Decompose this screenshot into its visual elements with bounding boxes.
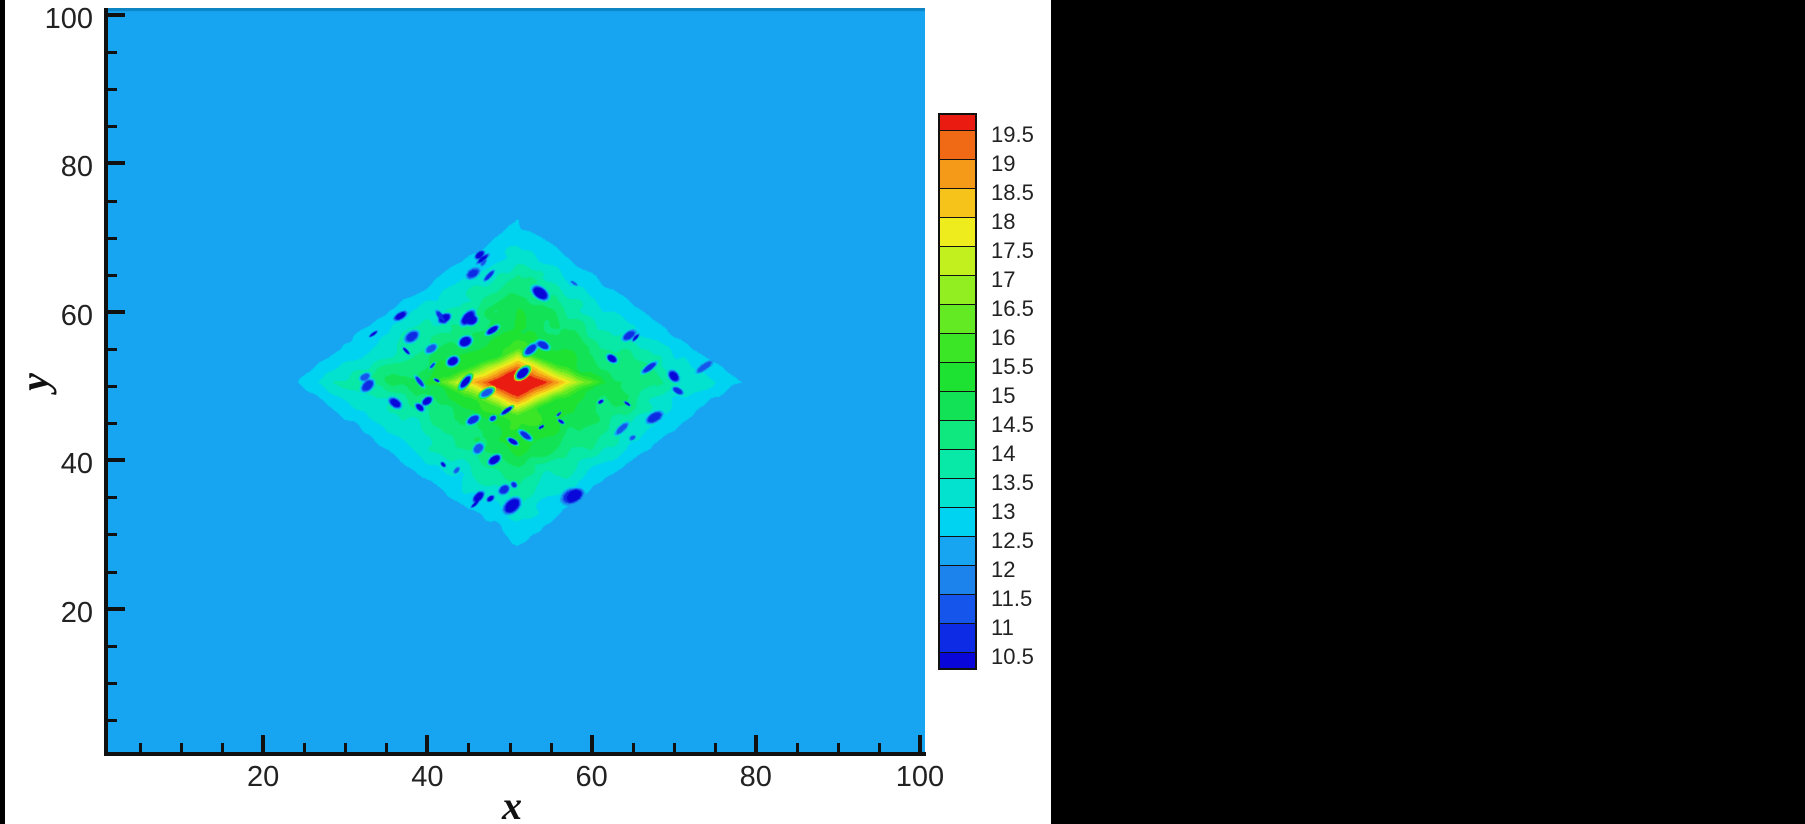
- colorbar: [938, 113, 977, 670]
- y-minor-tick: [108, 347, 117, 351]
- colorbar-tick-label: 12: [991, 557, 1016, 582]
- x-minor-tick: [836, 743, 840, 752]
- y-minor-tick: [108, 199, 117, 203]
- y-tick-label: 40: [60, 448, 93, 481]
- colorbar-band: [940, 131, 975, 159]
- x-minor-tick: [672, 743, 676, 752]
- y-minor-tick: [108, 422, 117, 426]
- y-minor-tick: [108, 533, 117, 537]
- y-minor-tick: [108, 718, 117, 722]
- x-tick-label: 80: [739, 761, 772, 793]
- colorbar-tick-label: 14: [991, 441, 1016, 466]
- colorbar-tick-label: 19.5: [991, 122, 1034, 147]
- colorbar-band: [940, 334, 975, 362]
- x-tick-label: 60: [575, 761, 608, 793]
- colorbar-tick-label: 12.5: [991, 528, 1034, 553]
- colorbar-band: [940, 115, 975, 130]
- y-minor-tick: [108, 273, 117, 277]
- x-minor-tick: [713, 743, 717, 752]
- colorbar-tick-label: 18: [991, 209, 1016, 234]
- x-major-tick: [589, 735, 594, 752]
- y-minor-tick: [108, 681, 117, 685]
- x-minor-tick: [467, 743, 471, 752]
- y-tick-label: 60: [60, 299, 93, 332]
- x-tick-label: 40: [411, 761, 444, 793]
- x-tick-label: 100: [895, 761, 945, 793]
- x-major-tick: [425, 735, 430, 752]
- x-minor-tick: [795, 743, 799, 752]
- colorbar-band: [940, 305, 975, 333]
- colorbar-band: [940, 218, 975, 246]
- y-minor-tick: [108, 125, 117, 129]
- colorbar-tick-label: 16: [991, 325, 1016, 350]
- x-minor-tick: [303, 743, 307, 752]
- colorbar-band: [940, 595, 975, 623]
- x-minor-tick: [344, 743, 348, 752]
- y-minor-tick: [108, 236, 117, 240]
- y-tick-label: 80: [60, 151, 93, 184]
- x-minor-tick: [221, 743, 225, 752]
- colorbar-tick-label: 15.5: [991, 354, 1034, 379]
- colorbar-tick-label: 18.5: [991, 180, 1034, 205]
- colorbar-tick-label: 13: [991, 499, 1016, 524]
- y-minor-tick: [108, 88, 117, 92]
- y-major-tick: [108, 161, 125, 166]
- colorbar-tick-label: 15: [991, 383, 1016, 408]
- colorbar-band: [940, 479, 975, 507]
- y-major-tick: [108, 606, 125, 611]
- plot-page: 20 40 60 80 100 20 40 60 80 100 x y 19.5 19 18.5 18 1…: [5, 0, 1051, 824]
- colorbar-tick-label: 14.5: [991, 412, 1034, 437]
- contour-plot-canvas: [106, 8, 925, 753]
- colorbar-band: [940, 421, 975, 449]
- x-axis-title: x: [502, 783, 522, 824]
- y-minor-tick: [108, 644, 117, 648]
- colorbar-band: [940, 653, 975, 668]
- colorbar-band: [940, 508, 975, 536]
- colorbar-band: [940, 160, 975, 188]
- x-minor-tick: [180, 743, 184, 752]
- colorbar-band: [940, 363, 975, 391]
- y-major-tick: [108, 309, 125, 314]
- colorbar-tick-label: 17: [991, 267, 1016, 292]
- x-minor-tick: [549, 743, 553, 752]
- x-minor-tick: [877, 743, 881, 752]
- x-major-tick: [753, 735, 758, 752]
- colorbar-band: [940, 276, 975, 304]
- y-minor-tick: [108, 570, 117, 574]
- colorbar-tick-label: 11.5: [991, 586, 1033, 611]
- colorbar-band: [940, 392, 975, 420]
- colorbar-band: [940, 537, 975, 565]
- x-minor-tick: [508, 743, 512, 752]
- x-axis-line: [104, 752, 926, 756]
- colorbar-tick-label: 10.5: [991, 644, 1034, 669]
- colorbar-tick-label: 13.5: [991, 470, 1034, 495]
- x-minor-tick: [139, 743, 143, 752]
- colorbar-band: [940, 624, 975, 652]
- x-major-tick: [261, 735, 266, 752]
- colorbar-band: [940, 450, 975, 478]
- colorbar-band: [940, 566, 975, 594]
- x-minor-tick: [631, 743, 635, 752]
- y-major-tick: [108, 13, 125, 17]
- y-major-tick: [108, 458, 125, 463]
- y-tick-label: 20: [60, 596, 93, 629]
- x-minor-tick: [385, 743, 389, 752]
- x-tick-label: 20: [247, 761, 280, 793]
- colorbar-band: [940, 247, 975, 275]
- y-minor-tick: [108, 385, 117, 388]
- y-minor-tick: [108, 51, 117, 55]
- x-major-tick: [918, 735, 922, 752]
- colorbar-tick-label: 11: [991, 615, 1014, 640]
- y-axis-line: [104, 8, 108, 756]
- colorbar-tick-label: 19: [991, 151, 1016, 176]
- colorbar-tick-label: 16.5: [991, 296, 1034, 321]
- colorbar-band: [940, 189, 975, 217]
- y-minor-tick: [108, 496, 117, 500]
- colorbar-tick-label: 17.5: [991, 238, 1034, 263]
- y-tick-label: 100: [44, 3, 93, 35]
- y-axis-title: y: [12, 373, 57, 391]
